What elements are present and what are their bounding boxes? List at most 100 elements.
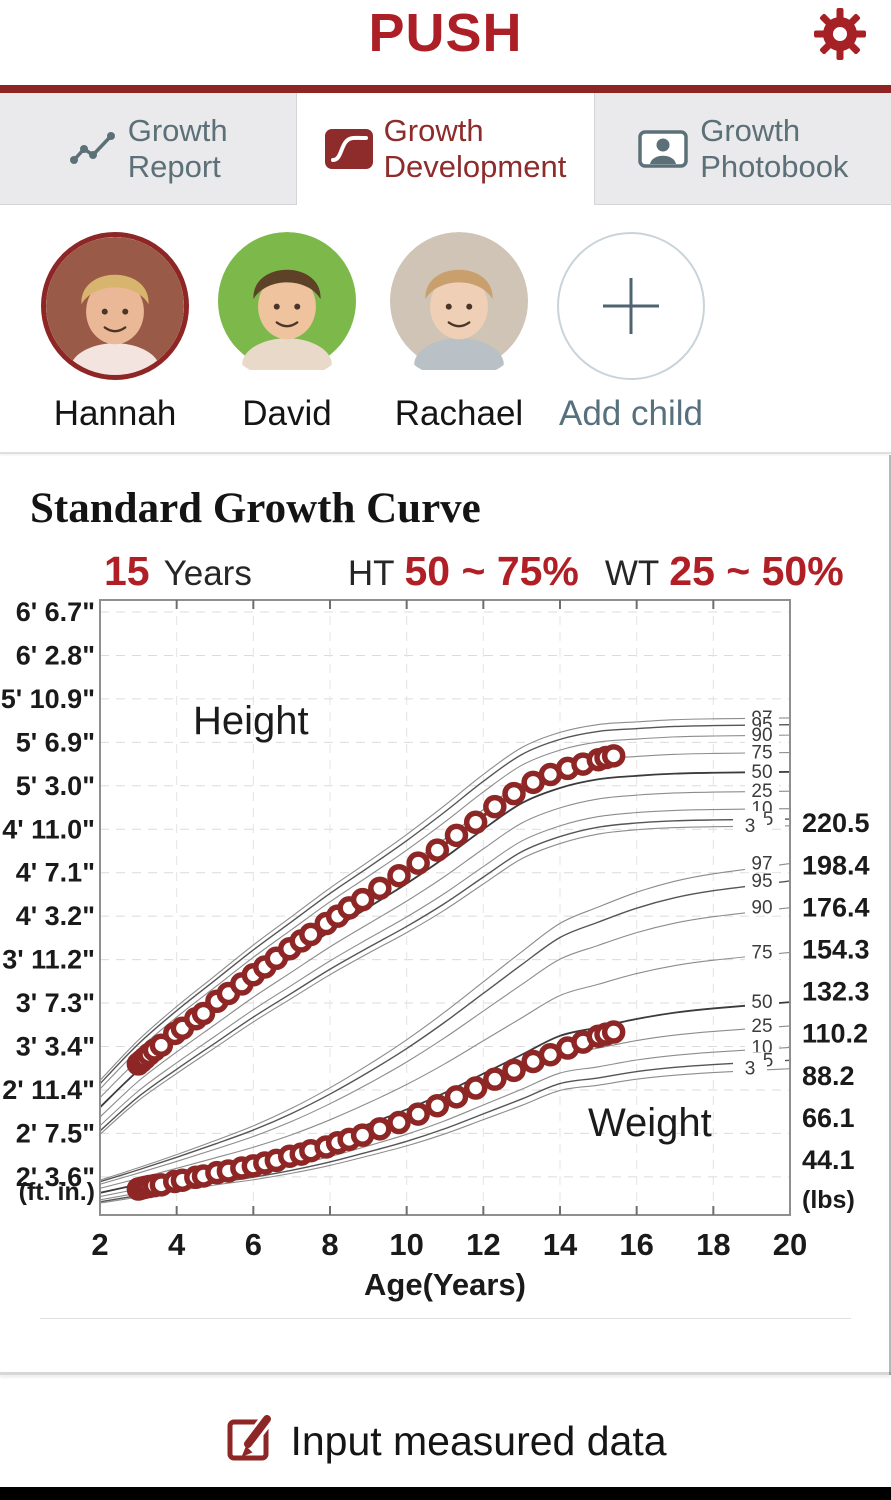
tab-label-line2: Development [383,149,567,184]
svg-text:(lbs): (lbs) [802,1186,855,1214]
svg-text:110.2: 110.2 [802,1019,868,1049]
svg-text:44.1: 44.1 [802,1145,855,1175]
height-label: HT [347,554,395,593]
bottom-bar [0,1487,891,1500]
svg-text:Age(Years): Age(Years) [364,1267,526,1302]
x-axis-labels: 2 4 6 8 10 12 14 16 18 20 Age(Years) [91,1227,807,1302]
add-child-button[interactable]: Add child [557,232,705,434]
scrollbar[interactable] [889,455,891,1375]
height-axis-labels: 6' 6.7" 6' 2.8" 5' 10.9" 5' 6.9" 5' 3.0" 4' 1… [1,597,95,1206]
avatar [41,232,189,380]
svg-text:2: 2 [91,1227,108,1262]
svg-text:88.2: 88.2 [802,1061,855,1091]
card-edge-divider [0,1372,891,1375]
svg-text:8: 8 [321,1227,338,1262]
measured-series [126,1020,626,1201]
svg-text:3' 3.4": 3' 3.4" [16,1032,95,1062]
tab-bar: Growth Report Growth Development [0,93,891,205]
child-david[interactable]: David [213,232,361,434]
svg-text:Weight: Weight [588,1101,712,1145]
svg-text:4' 7.1": 4' 7.1" [16,858,95,888]
svg-text:75: 75 [751,942,772,963]
svg-text:4: 4 [168,1227,186,1262]
header-divider [0,85,891,93]
svg-text:(ft. in.): (ft. in.) [19,1178,95,1206]
svg-text:16: 16 [619,1227,653,1262]
svg-text:50: 50 [751,992,772,1013]
tab-growth-report[interactable]: Growth Report [0,93,297,205]
measured-series [126,744,626,1076]
growth-chart: 97959075502510539795907550251053HeightWe… [0,588,891,1303]
tab-growth-photobook[interactable]: Growth Photobook [593,93,891,205]
child-rachael[interactable]: Rachael [385,232,533,434]
input-measured-data-button[interactable]: Input measured data [0,1400,891,1482]
tab-label-line1: Growth [700,112,801,148]
growth-summary: 15 Years HT 50 ~ 75% WT 25 ~ 50% [0,548,891,595]
svg-text:25: 25 [751,1016,772,1037]
tab-growth-development[interactable]: Growth Development [296,93,594,205]
child-name: Rachael [394,394,524,433]
svg-text:6: 6 [245,1227,262,1262]
svg-text:18: 18 [696,1227,730,1262]
plus-icon [557,232,705,380]
child-hannah[interactable]: Hannah [41,232,189,434]
age-value: 15 [104,548,150,594]
svg-text:2' 11.4": 2' 11.4" [2,1075,95,1105]
svg-text:50: 50 [751,762,772,783]
edit-icon [224,1410,276,1472]
avatar [385,232,533,380]
tab-label-line2: Photobook [700,148,849,184]
svg-text:12: 12 [466,1227,500,1262]
app-header: PUSH [0,0,891,85]
svg-text:5' 10.9": 5' 10.9" [1,684,95,714]
gear-icon [812,8,868,65]
input-measured-data-label: Input measured data [290,1417,667,1464]
svg-text:5: 5 [763,809,774,830]
svg-text:3' 11.2": 3' 11.2" [2,945,95,975]
avatar [213,232,361,380]
svg-text:3: 3 [745,816,756,837]
tab-label-line1: Growth [127,112,228,148]
growth-chart-svg: 97959075502510539795907550251053HeightWe… [1,597,870,1302]
svg-text:5' 3.0": 5' 3.0" [16,771,95,801]
svg-text:66.1: 66.1 [802,1103,855,1133]
app-title: PUSH [368,3,523,63]
child-name: Hannah [53,394,177,433]
svg-text:10: 10 [389,1227,423,1262]
percentile-labels: 97959075502510539795907550251053 [733,708,785,1080]
tab-label-line2: Report [127,148,221,184]
svg-text:3' 7.3": 3' 7.3" [16,988,95,1018]
svg-text:25: 25 [751,781,772,802]
svg-text:3: 3 [745,1059,756,1080]
svg-text:4' 3.2": 4' 3.2" [16,901,95,931]
svg-text:Height: Height [193,699,309,743]
svg-text:5' 6.9": 5' 6.9" [16,727,95,757]
svg-text:132.3: 132.3 [802,977,870,1007]
svg-text:95: 95 [751,871,772,892]
weight-label: WT [604,554,660,593]
settings-button[interactable] [812,6,868,62]
svg-text:176.4: 176.4 [802,892,870,922]
weight-axis-labels: 220.5 198.4 176.4 154.3 132.3 110.2 88.2 66.1 44… [802,808,870,1214]
photo-person-icon [637,127,689,171]
svg-text:154.3: 154.3 [802,935,870,965]
section-title: Standard Growth Curve [30,485,481,532]
weight-percentile-value: 25 ~ 50% [669,548,844,594]
horizontal-rule [40,1318,851,1319]
svg-text:20: 20 [773,1227,807,1262]
age-unit: Years [163,554,252,593]
tab-label: Growth Development [384,113,567,185]
svg-text:198.4: 198.4 [802,850,870,880]
svg-text:97: 97 [751,854,772,875]
svg-text:4' 11.0": 4' 11.0" [2,814,95,844]
svg-text:14: 14 [543,1227,578,1262]
svg-text:2' 3.6": 2' 3.6" [16,1162,95,1192]
tab-label: Growth Report [128,113,228,185]
line-chart-icon [69,128,117,170]
tab-label-line1: Growth [383,113,484,148]
svg-text:220.5: 220.5 [802,808,870,838]
svg-text:6' 2.8": 6' 2.8" [16,640,95,670]
gridlines [100,600,790,1215]
section-divider [0,452,891,454]
